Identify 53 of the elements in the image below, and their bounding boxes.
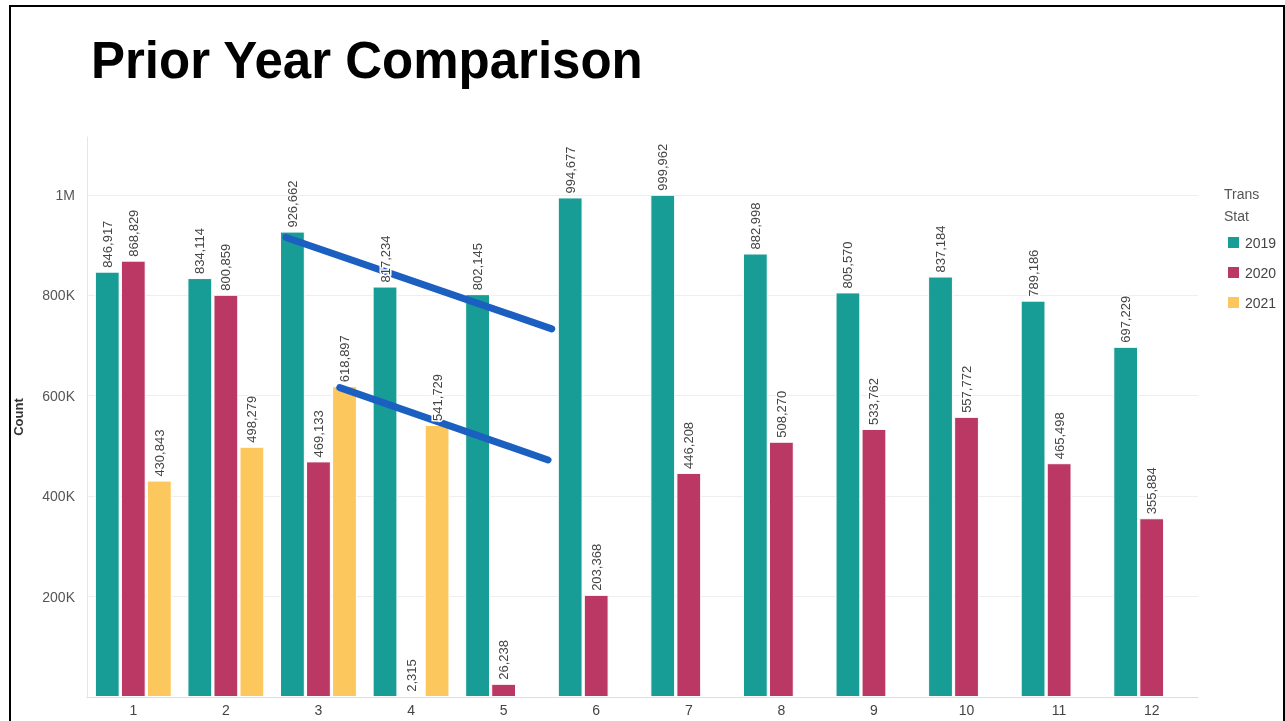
data-label: 926,662 [284,180,300,228]
data-label: 800,859 [218,243,234,291]
x-tick-label: 9 [870,702,879,718]
data-label: 994,677 [562,146,578,194]
x-tick-label: 2 [221,702,230,718]
x-tick-label: 3 [314,702,323,718]
x-tick-label: 5 [499,702,508,718]
legend-title: Trans Stat [1224,186,1264,224]
y-tick-label: 800K [42,287,76,304]
data-label: 618,897 [336,335,352,383]
data-label: 817,234 [377,235,393,283]
data-label: 2,315 [403,659,419,692]
x-tick-label: 7 [684,702,693,718]
x-tick-label: 1 [129,702,138,718]
x-tick-label: 10 [958,702,975,718]
x-tick-label: 8 [777,702,786,718]
legend-label: 2019 [1245,234,1277,251]
y-tick-label: 1M [55,186,75,203]
data-label: 802,145 [470,243,486,291]
legend-label: 2021 [1245,294,1277,311]
x-tick-label: 11 [1051,702,1067,718]
y-tick-label: 600K [42,387,76,404]
x-tick-label: 6 [592,702,601,718]
data-label: 999,962 [655,143,671,191]
data-label: 882,998 [747,202,763,250]
data-label: 508,270 [773,390,789,438]
x-tick-label: 4 [407,702,416,718]
y-tick-label: 200K [42,588,76,605]
data-label: 465,498 [1051,412,1067,460]
data-label: 26,238 [496,640,512,680]
data-label: 498,279 [244,395,260,443]
data-label: 430,843 [151,429,167,477]
data-label: 846,917 [99,220,115,268]
data-label: 446,208 [681,421,697,469]
chart-title: Prior Year Comparison [91,32,643,89]
data-label: 203,368 [588,543,604,591]
data-label: 868,829 [125,209,141,257]
data-label: 557,772 [959,365,975,413]
x-tick-label: 12 [1143,702,1160,718]
bar [372,286,398,697]
y-tick-label: 400K [42,488,76,505]
bar [424,424,450,697]
data-label: 355,884 [1144,467,1160,515]
data-label: 837,184 [933,225,949,273]
data-label: 834,114 [192,228,208,275]
legend-label: 2020 [1245,264,1277,281]
data-label: 541,729 [429,373,445,421]
data-label: 697,229 [1118,295,1134,343]
data-label: 805,570 [840,241,856,289]
data-label: 469,133 [310,410,326,458]
y-axis-title: Count [11,397,26,436]
data-label: 789,186 [1025,249,1041,297]
data-label: 533,762 [866,377,882,425]
